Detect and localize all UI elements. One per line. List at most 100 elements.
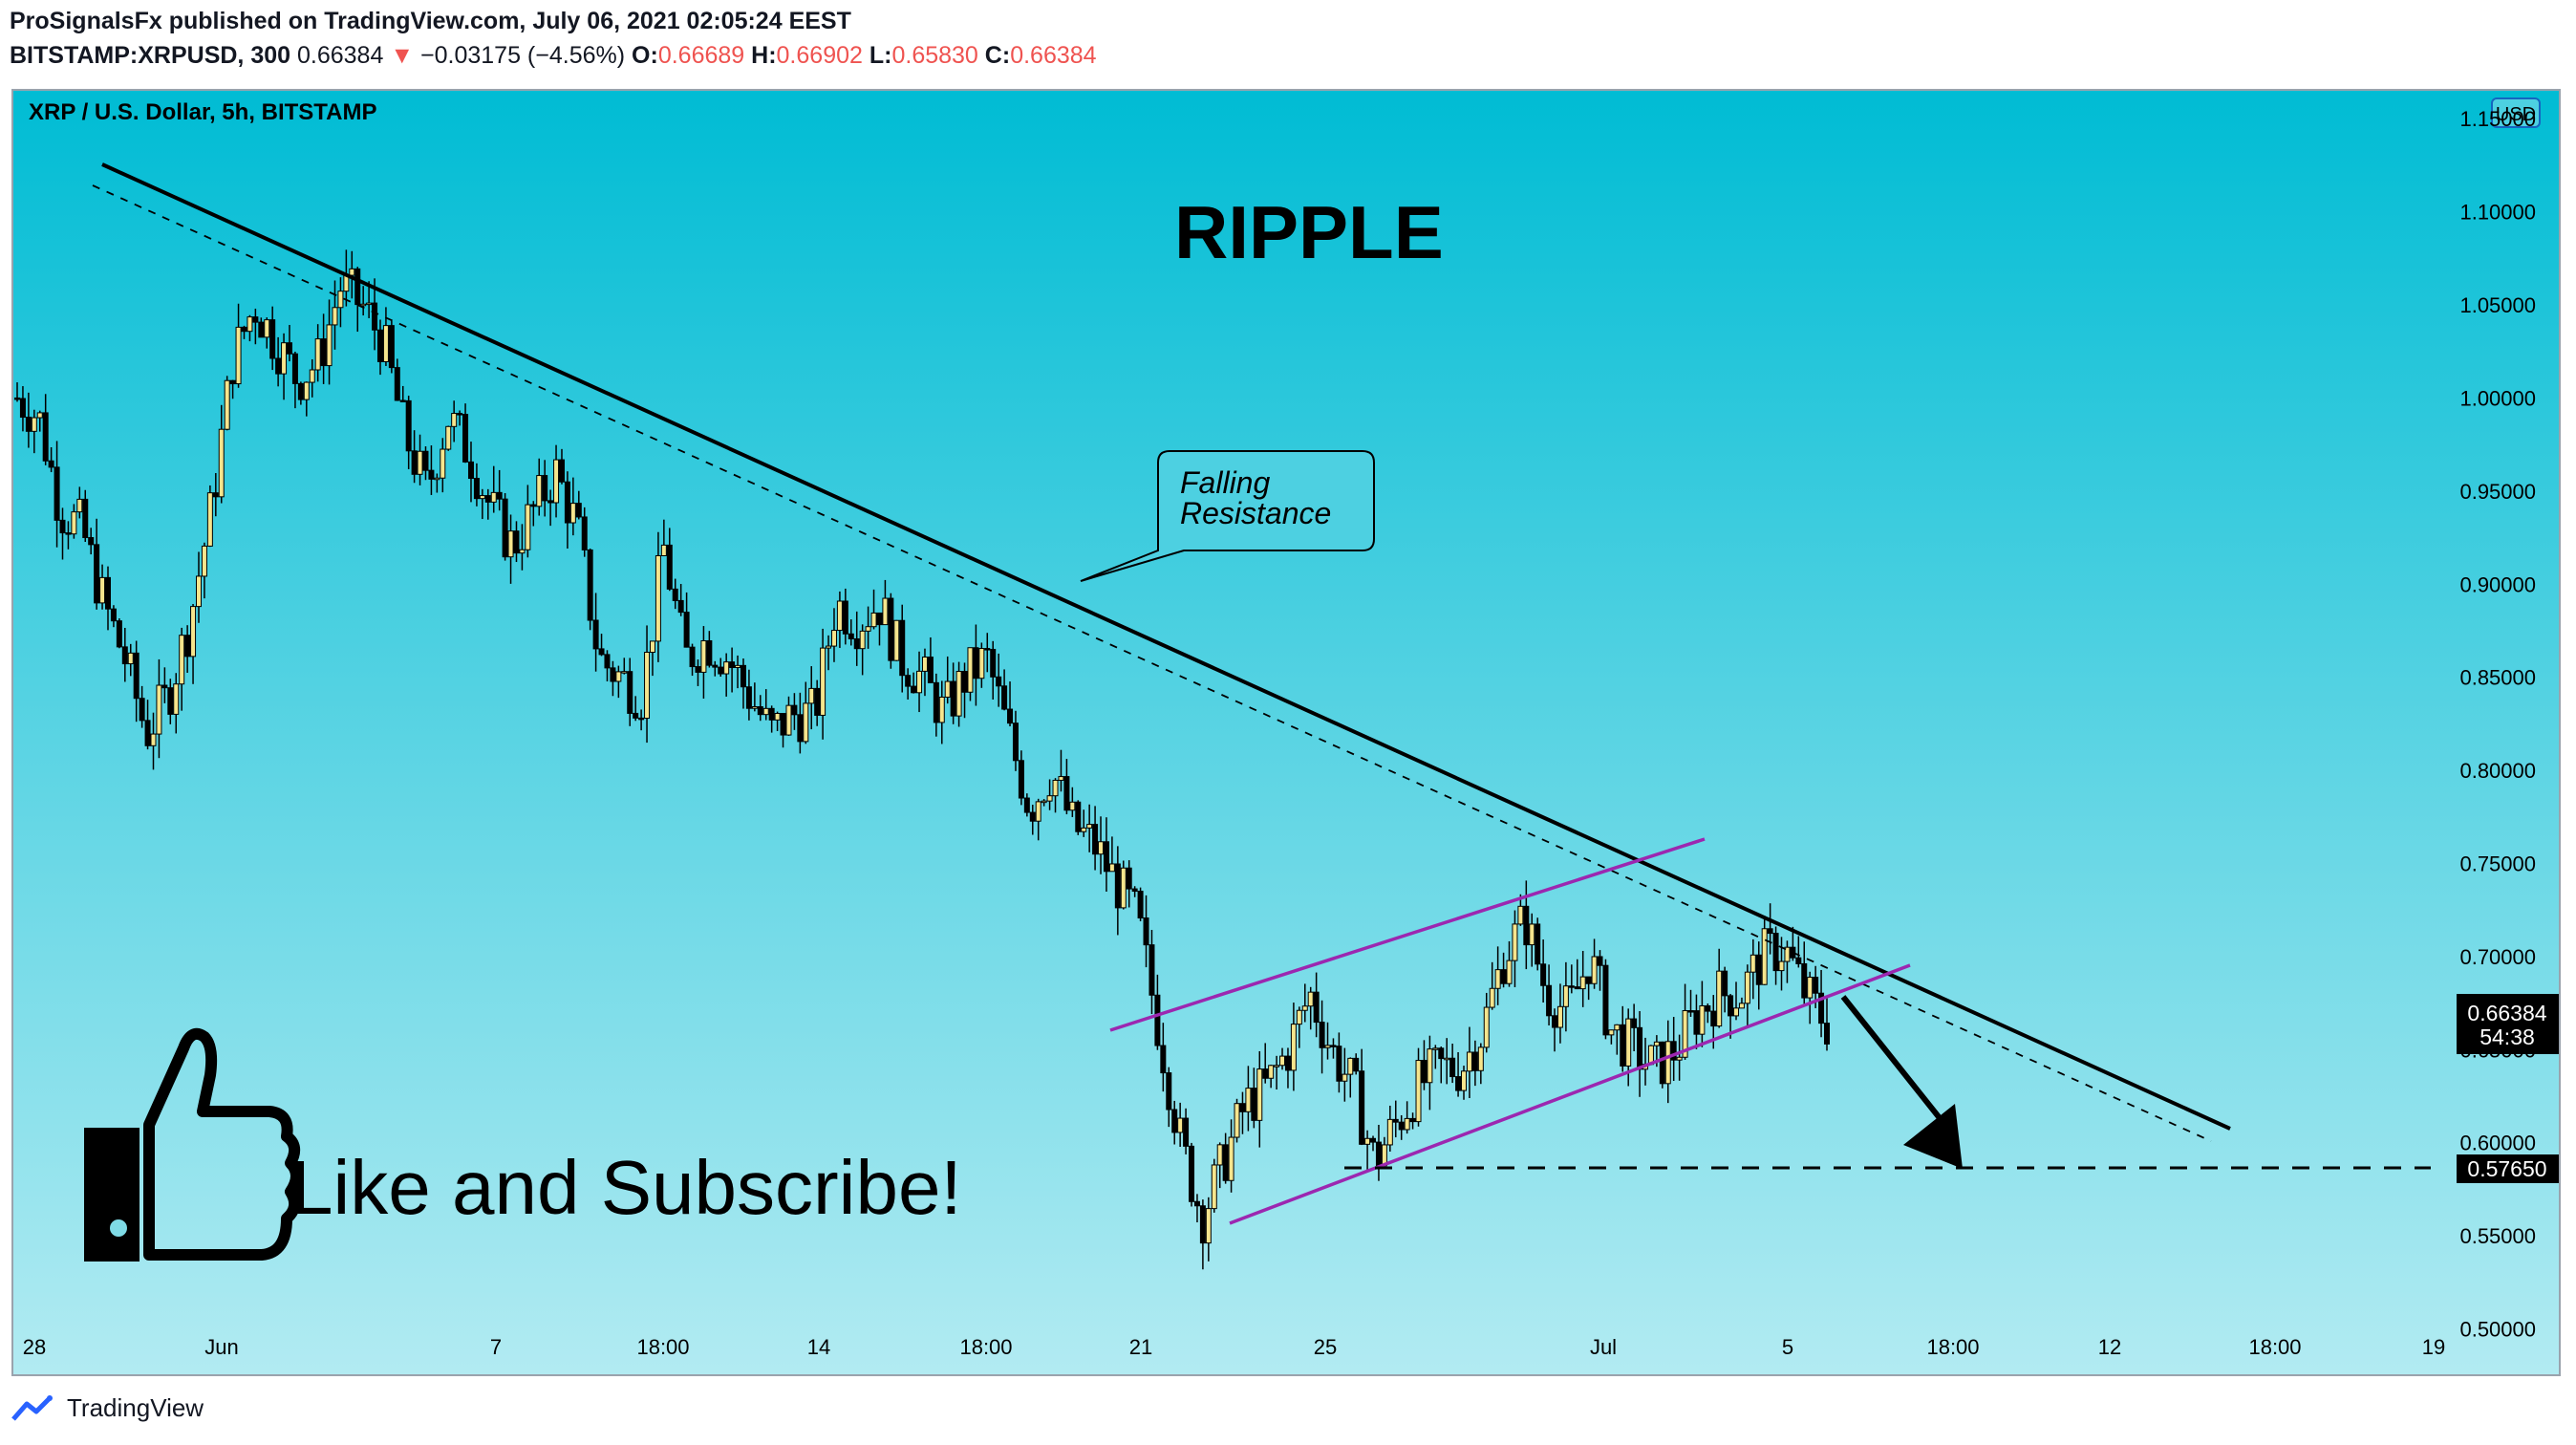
candle-up: [1228, 1136, 1234, 1181]
candle-down: [814, 687, 821, 716]
candle-down: [1103, 841, 1109, 873]
candle-down: [1063, 776, 1070, 811]
candle-down: [1359, 1070, 1365, 1145]
candle-down: [780, 713, 786, 736]
candle-down: [1126, 867, 1132, 890]
candle-down: [575, 503, 582, 518]
candle-up: [723, 661, 730, 675]
candle-up: [916, 670, 923, 694]
candle-up: [76, 498, 83, 513]
publisher-line: ProSignalsFx published on TradingView.co…: [10, 4, 1097, 38]
candle-down: [1336, 1046, 1342, 1082]
candle-up: [803, 702, 809, 743]
candle-down: [1143, 917, 1149, 946]
y-tick-label: 1.00000: [2459, 386, 2536, 410]
candle-up: [1279, 1055, 1286, 1067]
candle-down: [1546, 984, 1553, 1017]
open-value: 0.66689: [657, 42, 745, 69]
x-axis[interactable]: 28 Jun 7 18:00 14 18:00 21 25 Jul 5 18:00 12 18:00 19: [23, 1335, 2445, 1359]
x-tick-label: 18:00: [1926, 1335, 1979, 1359]
countdown-value: 54:38: [2479, 1024, 2535, 1049]
down-arrow-shaft: [1840, 995, 1946, 1125]
candle-down: [1585, 976, 1592, 984]
candle-down: [94, 544, 100, 604]
candle-down: [927, 657, 934, 683]
y-tick-label: 1.05000: [2459, 293, 2536, 317]
candle-down: [581, 516, 588, 550]
candle-up: [1342, 1073, 1348, 1082]
falling-resistance-callout[interactable]: Falling Resistance: [1080, 450, 1375, 582]
candle-down: [428, 469, 435, 480]
candle-up: [1529, 923, 1535, 946]
candle-down: [564, 481, 570, 524]
candle-up: [859, 630, 866, 650]
candle-up: [1108, 863, 1115, 873]
candle-up: [569, 503, 576, 524]
candle-up: [1086, 824, 1093, 829]
y-tick-label: 1.10000: [2459, 201, 2536, 225]
candle-up: [156, 684, 162, 735]
candle-down: [1001, 685, 1008, 710]
price-chart[interactable]: Falling Resistance RIPPLE Like and Subsc…: [13, 91, 2559, 1374]
candle-down: [65, 532, 72, 535]
candle-down: [1449, 1057, 1456, 1078]
candle-down: [139, 698, 145, 722]
falling-resistance-line[interactable]: [101, 162, 2231, 1131]
x-tick-label: Jul: [1590, 1335, 1617, 1359]
candle-up: [762, 707, 769, 716]
candle-down: [496, 491, 503, 500]
candle-down: [184, 635, 191, 658]
candle-down: [1813, 977, 1819, 994]
candle-down: [1597, 956, 1603, 966]
candle-down: [984, 648, 991, 651]
candle-up: [1177, 1117, 1184, 1133]
candle-down: [768, 707, 775, 721]
candle-down: [1670, 1041, 1677, 1061]
candle-up: [820, 647, 826, 716]
y-axis[interactable]: 1.15000 1.10000 1.05000 1.00000 0.95000 0.900…: [2459, 107, 2536, 1341]
chart-frame[interactable]: Falling Resistance RIPPLE Like and Subsc…: [11, 89, 2561, 1376]
candle-up: [1052, 779, 1059, 797]
candle-down: [394, 367, 400, 401]
candle-up: [326, 324, 333, 367]
current-price-value: 0.66384: [2467, 1001, 2546, 1025]
candle-down: [1455, 1076, 1462, 1091]
candle-down: [633, 712, 639, 719]
candle-down: [1392, 1118, 1399, 1123]
candle-down: [297, 382, 304, 400]
dashed-resistance-line[interactable]: [92, 184, 2212, 1142]
candle-up: [1477, 1046, 1484, 1071]
candle-down: [745, 686, 752, 709]
candle-down: [1284, 1055, 1291, 1071]
thumbs-up-icon: [84, 1028, 302, 1262]
currency-badge[interactable]: [2491, 97, 2541, 128]
candle-down: [1620, 1024, 1626, 1067]
candle-down: [1568, 985, 1575, 988]
candle-down: [59, 519, 66, 534]
candle-up: [1268, 1065, 1275, 1079]
candle-down: [1131, 888, 1138, 893]
x-tick-label: 19: [2422, 1335, 2445, 1359]
channel-upper-line[interactable]: [1109, 837, 1706, 1032]
candle-down: [638, 717, 645, 721]
tradingview-footer[interactable]: TradingView: [11, 1393, 204, 1423]
candle-up: [1807, 977, 1814, 999]
candle-up: [1653, 1041, 1660, 1046]
candle-down: [1012, 722, 1019, 762]
target-price-value: 0.57650: [2467, 1156, 2546, 1181]
candle-down: [116, 620, 122, 648]
symbol-label: BITSTAMP:XRPUSD, 300: [10, 42, 291, 69]
candle-up: [360, 303, 367, 307]
candle-up: [1483, 1006, 1490, 1048]
channel-lower-line[interactable]: [1229, 963, 1911, 1225]
candle-up: [440, 448, 446, 479]
candle-down: [911, 685, 917, 694]
chart-header: ProSignalsFx published on TradingView.co…: [10, 4, 1097, 73]
candle-down: [1075, 801, 1082, 832]
candle-down: [144, 720, 151, 746]
candle-down: [82, 498, 89, 539]
symbol-quote-line: BITSTAMP:XRPUSD, 300 0.66384 ▼ −0.03175 …: [10, 38, 1097, 73]
candle-down: [1023, 797, 1030, 813]
candle-down: [1189, 1145, 1195, 1202]
chart-title: RIPPLE: [1174, 190, 1444, 274]
